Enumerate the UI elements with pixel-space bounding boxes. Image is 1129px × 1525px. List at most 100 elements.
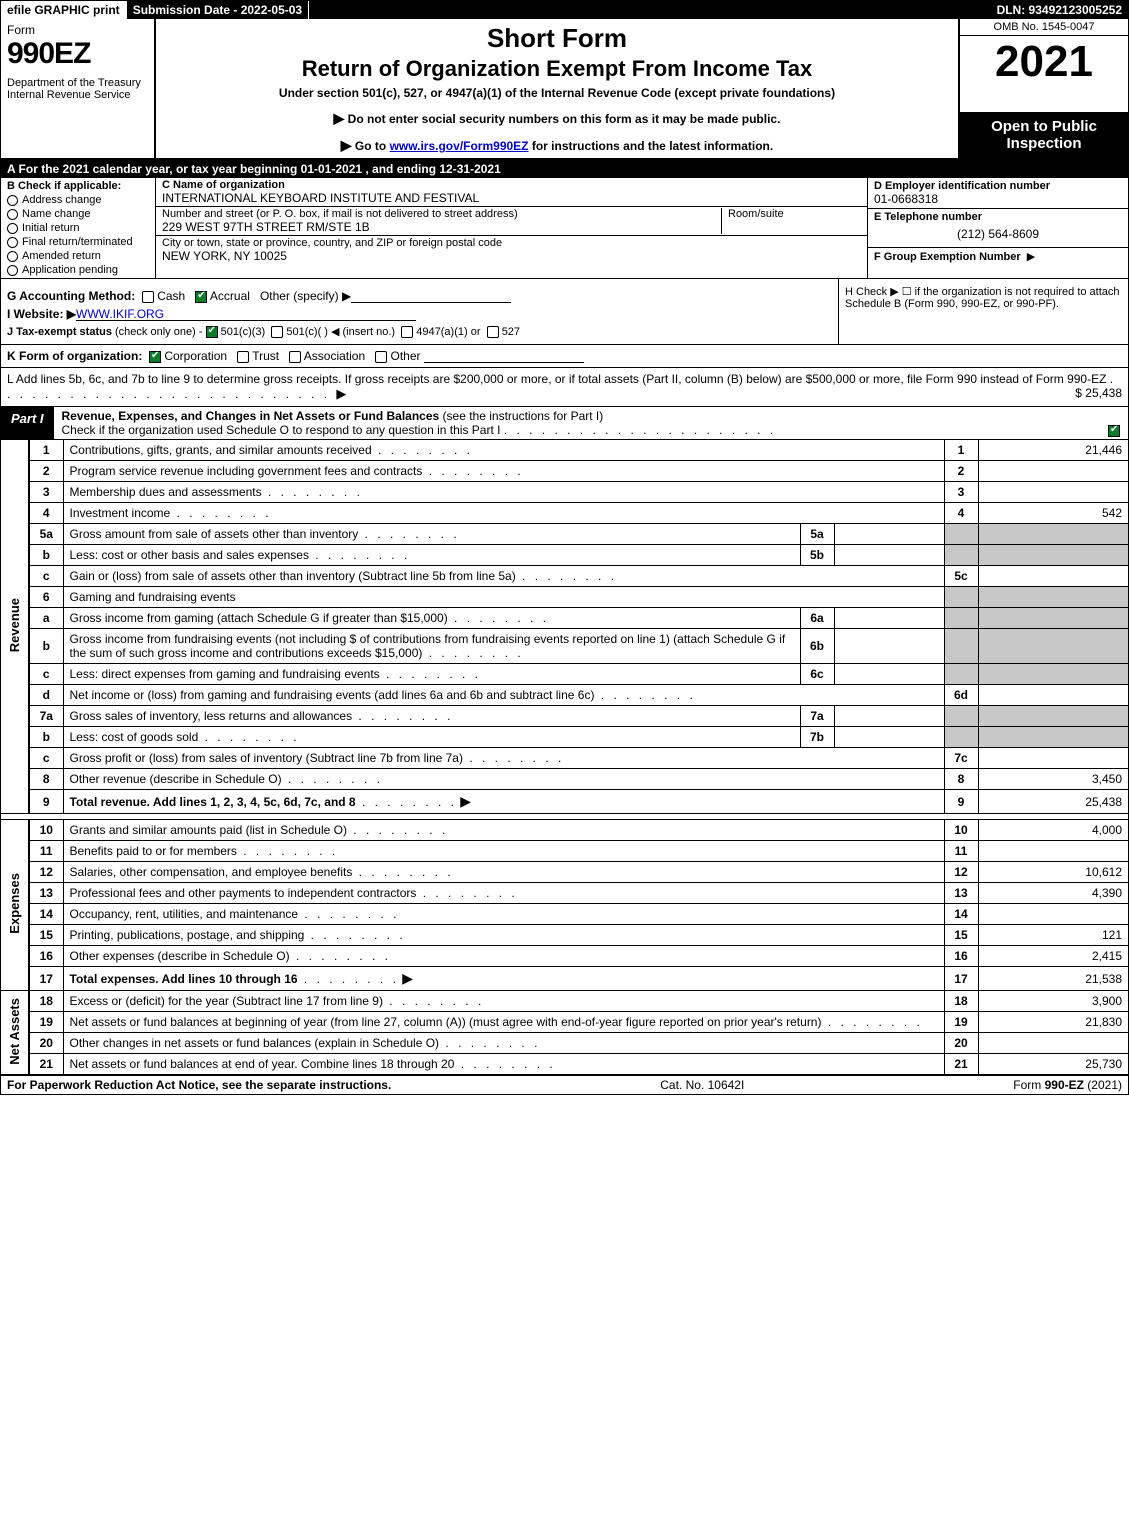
line-ref: 17: [944, 967, 978, 991]
line-ref: 8: [944, 769, 978, 790]
line-number: 3: [29, 482, 63, 503]
footer-form: Form 990-EZ (2021): [1013, 1078, 1122, 1092]
checkbox-icon[interactable]: [7, 209, 18, 220]
line-ref: 19: [944, 1012, 978, 1033]
footer-cat-no: Cat. No. 10642I: [660, 1078, 744, 1092]
other-specify-input[interactable]: [351, 289, 511, 303]
line-ref: 6d: [944, 685, 978, 706]
g-line: G Accounting Method: Cash Accrual Other …: [7, 289, 832, 303]
b-check-item: Address change: [7, 194, 149, 206]
checkbox-icon[interactable]: [7, 223, 18, 234]
form-word: Form: [7, 23, 148, 37]
501c3-checkbox[interactable]: [206, 326, 218, 338]
schedule-o-checkbox[interactable]: [1108, 425, 1120, 437]
sub-line-value[interactable]: [834, 524, 944, 545]
line-amount: [978, 1033, 1128, 1054]
line-number: 17: [29, 967, 63, 991]
line-ref: 2: [944, 461, 978, 482]
sub-line-number: 6b: [800, 629, 834, 664]
line-number: 11: [29, 841, 63, 862]
4947-checkbox[interactable]: [401, 326, 413, 338]
d-row: D Employer identification number 01-0668…: [868, 178, 1128, 209]
527-checkbox[interactable]: [487, 326, 499, 338]
website-link[interactable]: WWW.IKIF.ORG: [76, 307, 416, 321]
section-label: Expenses: [1, 820, 29, 991]
line-number: 1: [29, 440, 63, 461]
col-def: D Employer identification number 01-0668…: [868, 178, 1128, 278]
e-row: E Telephone number (212) 564-8609: [868, 209, 1128, 248]
line-row: 19Net assets or fund balances at beginni…: [1, 1012, 1128, 1033]
checkbox-icon[interactable]: [7, 251, 18, 262]
line-number: 6: [29, 587, 63, 608]
other-org-input[interactable]: [424, 349, 584, 363]
line-ref: 1: [944, 440, 978, 461]
line-desc: Gross amount from sale of assets other t…: [63, 524, 800, 545]
sub-line-value[interactable]: [834, 706, 944, 727]
line-amount: 21,830: [978, 1012, 1128, 1033]
line-row: 11Benefits paid to or for members . . . …: [1, 841, 1128, 862]
sub-line-value[interactable]: [834, 629, 944, 664]
corp-checkbox[interactable]: [149, 351, 161, 363]
line-desc: Professional fees and other payments to …: [63, 883, 944, 904]
line-ref: [944, 587, 978, 608]
header-center: Short Form Return of Organization Exempt…: [156, 19, 958, 158]
accrual-checkbox[interactable]: [195, 291, 207, 303]
city-label: City or town, state or province, country…: [162, 237, 502, 249]
line-desc: Net assets or fund balances at end of ye…: [63, 1054, 944, 1075]
line-desc: Net assets or fund balances at beginning…: [63, 1012, 944, 1033]
l-row: L Add lines 5b, 6c, and 7b to line 9 to …: [1, 368, 1128, 407]
street-address: 229 WEST 97TH STREET RM/STE 1B: [162, 220, 370, 234]
sub-line-value[interactable]: [834, 545, 944, 566]
sub-line-value[interactable]: [834, 608, 944, 629]
f-row: F Group Exemption Number ▶: [868, 248, 1128, 278]
line-desc: Gain or (loss) from sale of assets other…: [63, 566, 944, 587]
line-ref: [944, 524, 978, 545]
line-row: 14Occupancy, rent, utilities, and mainte…: [1, 904, 1128, 925]
e-label: E Telephone number: [874, 211, 982, 223]
cash-checkbox[interactable]: [142, 291, 154, 303]
assoc-checkbox[interactable]: [289, 351, 301, 363]
line-number: 9: [29, 790, 63, 814]
line-row: cGross profit or (loss) from sales of in…: [1, 748, 1128, 769]
irs-link[interactable]: www.irs.gov/Form990EZ: [390, 139, 529, 153]
line-ref: 7c: [944, 748, 978, 769]
k-row: K Form of organization: Corporation Trus…: [1, 345, 1128, 368]
efile-label[interactable]: efile GRAPHIC print: [1, 1, 127, 19]
room-suite: Room/suite: [721, 208, 861, 234]
line-ref: 4: [944, 503, 978, 524]
line-desc: Investment income . . . . . . . .: [63, 503, 944, 524]
sub-line-value[interactable]: [834, 727, 944, 748]
checkbox-icon[interactable]: [7, 265, 18, 276]
line-ref: [944, 727, 978, 748]
line-number: 15: [29, 925, 63, 946]
line-ref: 20: [944, 1033, 978, 1054]
checkbox-icon[interactable]: [7, 195, 18, 206]
org-name: INTERNATIONAL KEYBOARD INSTITUTE AND FES…: [162, 191, 479, 205]
line-number: d: [29, 685, 63, 706]
arrow-icon: ▶: [402, 970, 413, 986]
line-desc: Less: cost or other basis and sales expe…: [63, 545, 800, 566]
street-label: Number and street (or P. O. box, if mail…: [162, 208, 518, 220]
line-row: 12Salaries, other compensation, and empl…: [1, 862, 1128, 883]
arrow-icon: ▶: [460, 793, 471, 809]
line-amount: 542: [978, 503, 1128, 524]
arrow-icon: ▶: [336, 386, 346, 401]
public-inspection: Open to Public Inspection: [960, 112, 1128, 158]
c-street-row: Number and street (or P. O. box, if mail…: [156, 207, 867, 236]
part-title: Revenue, Expenses, and Changes in Net As…: [54, 407, 1128, 439]
sub-line-value[interactable]: [834, 664, 944, 685]
line-ref: [944, 629, 978, 664]
dln: DLN: 93492123005252: [991, 1, 1128, 19]
sub-line-number: 7a: [800, 706, 834, 727]
line-row: 3Membership dues and assessments . . . .…: [1, 482, 1128, 503]
other-org-checkbox[interactable]: [375, 351, 387, 363]
i-line: I Website: ▶WWW.IKIF.ORG: [7, 307, 832, 321]
501c-checkbox[interactable]: [271, 326, 283, 338]
checkbox-icon[interactable]: [7, 237, 18, 248]
trust-checkbox[interactable]: [237, 351, 249, 363]
line-number: c: [29, 748, 63, 769]
line-row: cGain or (loss) from sale of assets othe…: [1, 566, 1128, 587]
line-row: dNet income or (loss) from gaming and fu…: [1, 685, 1128, 706]
line-row: 20Other changes in net assets or fund ba…: [1, 1033, 1128, 1054]
line-ref: 3: [944, 482, 978, 503]
